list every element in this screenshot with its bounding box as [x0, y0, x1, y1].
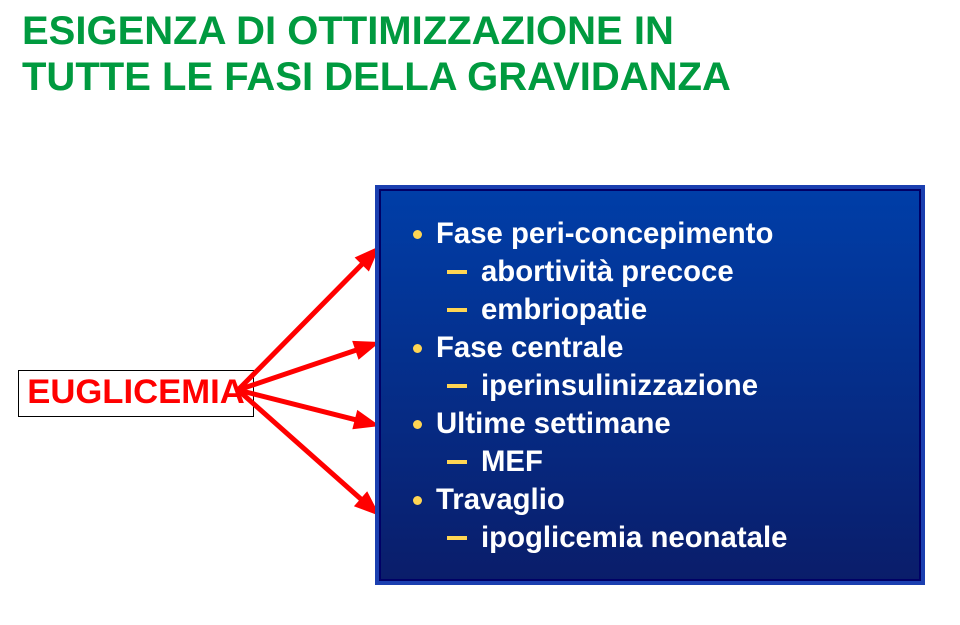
- phase-sub-label: MEF: [481, 445, 543, 479]
- phase-label: Travaglio: [436, 483, 565, 517]
- dash-icon: [447, 536, 467, 540]
- phase-sub-label: abortività precoce: [481, 255, 734, 289]
- dash-icon: [447, 384, 467, 388]
- dash-icon: [447, 308, 467, 312]
- phase-sub-label: ipoglicemia neonatale: [481, 521, 787, 555]
- phase-item: Ultime settimane: [413, 407, 901, 441]
- phase-sub-label: iperinsulinizzazione: [481, 369, 758, 403]
- phase-item: Travaglio: [413, 483, 901, 517]
- phase-subitem: abortività precoce: [447, 255, 901, 289]
- phase-subitem: ipoglicemia neonatale: [447, 521, 901, 555]
- phase-item: Fase centrale: [413, 331, 901, 365]
- phase-label: Fase peri-concepimento: [436, 217, 773, 251]
- phase-label: Fase centrale: [436, 331, 623, 365]
- euglicemia-label: EUGLICEMIA: [18, 370, 254, 417]
- phase-subitem: MEF: [447, 445, 901, 479]
- bullet-dot-icon: [413, 420, 422, 429]
- arrow-shaft: [238, 390, 361, 499]
- arrow-shaft: [238, 350, 355, 390]
- phase-subitem: embriopatie: [447, 293, 901, 327]
- dash-icon: [447, 460, 467, 464]
- euglicemia-text: EUGLICEMIA: [27, 373, 245, 411]
- bullet-dot-icon: [413, 230, 422, 239]
- dash-icon: [447, 270, 467, 274]
- phase-sub-label: embriopatie: [481, 293, 647, 327]
- phase-label: Ultime settimane: [436, 407, 671, 441]
- phase-item: Fase peri-concepimento: [413, 217, 901, 251]
- arrow-shaft: [238, 265, 362, 390]
- slide-title: ESIGENZA DI OTTIMIZZAZIONE IN TUTTE LE F…: [22, 8, 731, 100]
- phase-subitem: iperinsulinizzazione: [447, 369, 901, 403]
- bullet-dot-icon: [413, 344, 422, 353]
- title-line-2: TUTTE LE FASI DELLA GRAVIDANZA: [22, 54, 731, 100]
- phases-panel: Fase peri-concepimento abortività precoce…: [375, 185, 925, 585]
- bullet-dot-icon: [413, 496, 422, 505]
- arrow-shaft: [238, 390, 355, 420]
- title-line-1: ESIGENZA DI OTTIMIZZAZIONE IN: [22, 8, 731, 54]
